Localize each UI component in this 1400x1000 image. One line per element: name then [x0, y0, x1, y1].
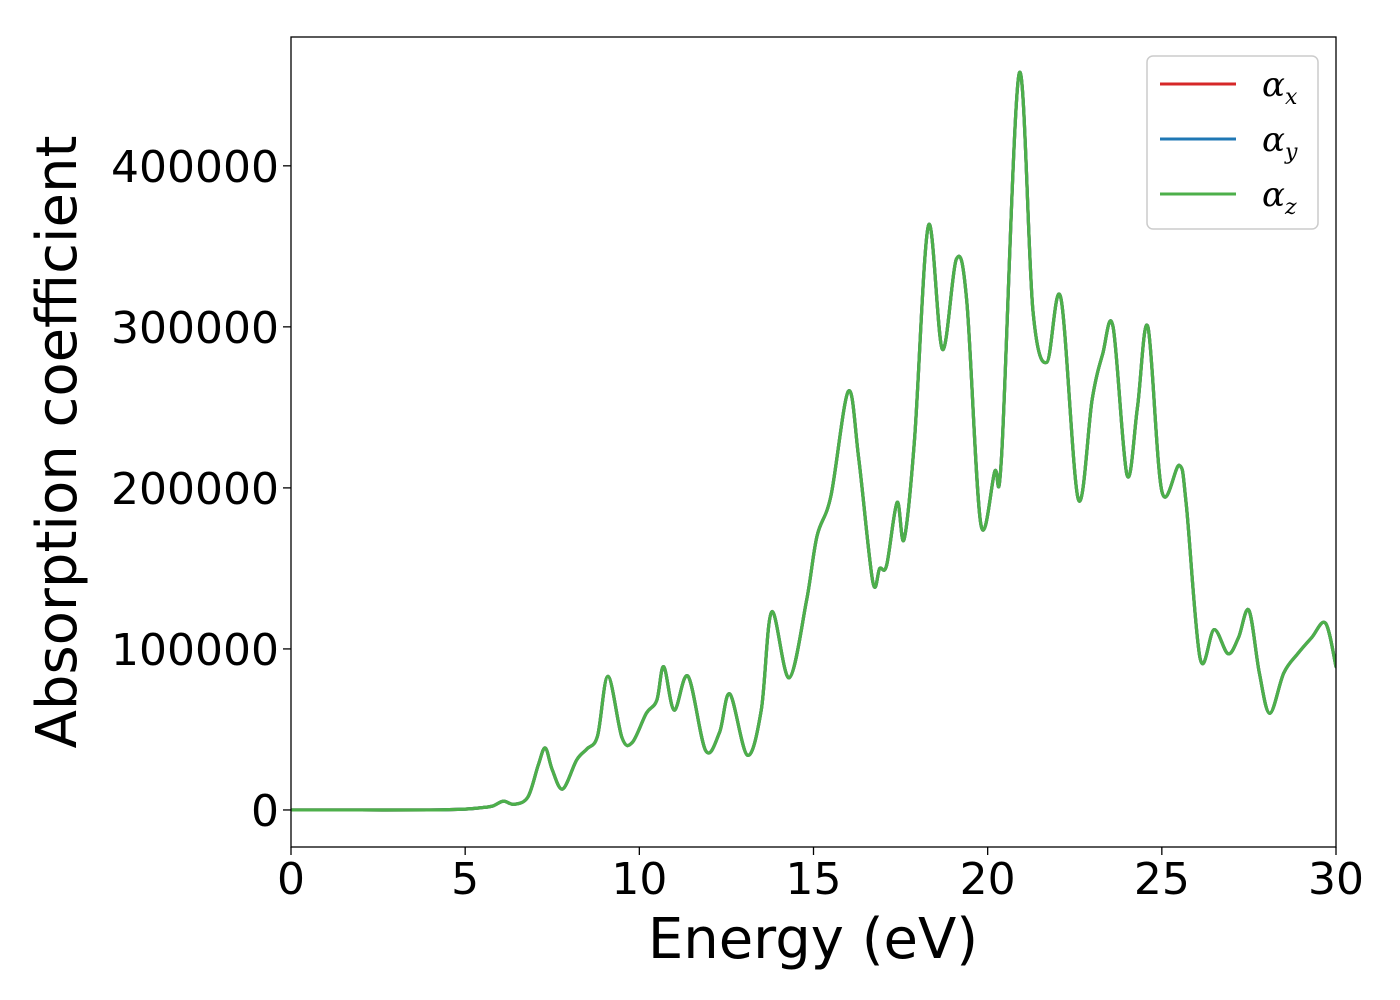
y-tick-label: 100000 [111, 625, 279, 676]
x-tick-label: 30 [1308, 854, 1364, 905]
x-tick-label: 25 [1134, 854, 1190, 905]
y-axis-label: Absorption coefficient [25, 136, 90, 749]
y-tick-label: 300000 [111, 303, 279, 354]
legend-box [1146, 55, 1319, 230]
x-axis-label: Energy (eV) [648, 907, 978, 972]
legend-label-alpha-x: αx [1262, 65, 1298, 110]
y-tick-label: 0 [251, 786, 279, 837]
x-tick-label: 10 [611, 854, 667, 905]
x-tick-label: 15 [786, 854, 842, 905]
plot-series-group [291, 70, 1336, 812]
x-tick-label: 20 [960, 854, 1016, 905]
y-axis-ticks: 0 100000 200000 300000 400000 [111, 142, 291, 837]
x-tick-label: 5 [451, 854, 479, 905]
y-tick-label: 400000 [111, 142, 279, 193]
y-tick-label: 200000 [111, 464, 279, 515]
series-line-alpha-z [291, 70, 1336, 812]
x-tick-label: 0 [277, 854, 305, 905]
x-axis-ticks: 0 5 10 15 20 25 30 [277, 847, 1364, 905]
